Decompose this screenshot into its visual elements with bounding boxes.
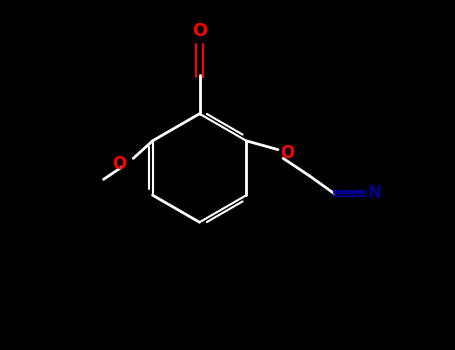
Text: N: N [367,184,381,202]
Text: O: O [280,144,294,162]
Text: O: O [112,155,126,173]
Text: O: O [192,22,207,40]
